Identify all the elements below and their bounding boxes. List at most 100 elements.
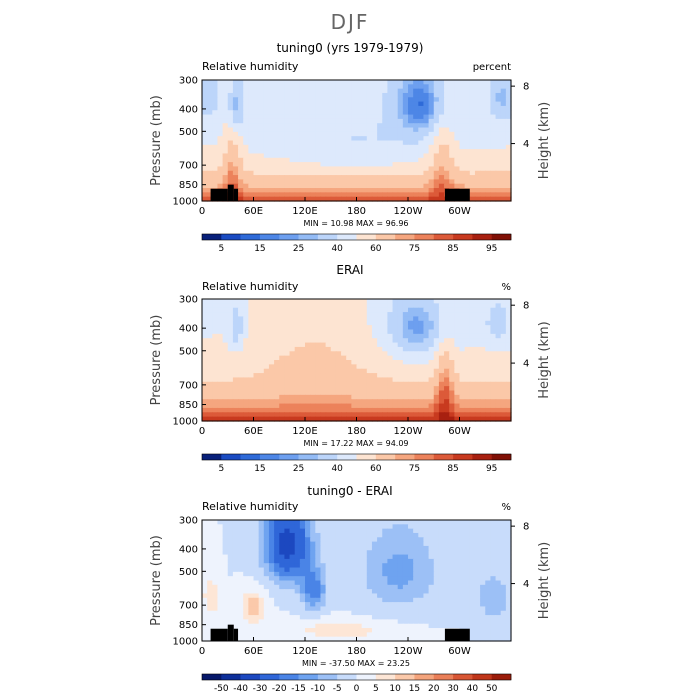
heatmap-cell (243, 166, 249, 172)
colorbar-swatch (472, 234, 492, 240)
heatmap-cell (351, 110, 358, 116)
heatmap-cell (371, 381, 378, 387)
heatmap-cell (474, 550, 481, 556)
heatmap-cell (341, 105, 347, 111)
heatmap-cell (423, 179, 430, 185)
heatmap-cell (217, 299, 224, 304)
heatmap-cell (341, 597, 347, 603)
heatmap-cell (227, 316, 234, 322)
heatmap-cell (330, 390, 337, 396)
heatmap-cell (325, 144, 332, 150)
heatmap-cell (284, 597, 291, 603)
heatmap-cell (469, 131, 476, 137)
heatmap-cell (341, 399, 347, 405)
heatmap-cell (495, 567, 502, 573)
heatmap-cell (289, 118, 296, 124)
heatmap-cell (310, 407, 316, 413)
heatmap-cell (268, 545, 275, 551)
heatmap-cell (258, 333, 265, 339)
heatmap-cell (377, 360, 383, 365)
heatmap-cell (397, 610, 404, 616)
y-right-tick-label: 4 (523, 139, 529, 150)
heatmap-cell (279, 589, 285, 595)
heatmap-cell (459, 153, 466, 159)
heatmap-cell (392, 537, 399, 543)
heatmap-cell (227, 606, 234, 612)
heatmap-cell (238, 571, 244, 577)
heatmap-cell (361, 563, 368, 569)
heatmap-cell (299, 329, 306, 335)
heatmap-cell (330, 299, 337, 304)
heatmap-cell (268, 351, 275, 357)
heatmap-cell (371, 105, 378, 111)
heatmap-cell (305, 558, 311, 564)
heatmap-cell (305, 188, 311, 193)
heatmap-cell (299, 175, 306, 180)
heatmap-cell (268, 157, 275, 163)
heatmap-cell (289, 373, 296, 379)
heatmap-cell (305, 528, 311, 534)
heatmap-cell (268, 597, 275, 603)
heatmap-cell (212, 580, 219, 586)
heatmap-cell (217, 589, 224, 595)
heatmap-cell (423, 597, 430, 603)
heatmap-cell (382, 554, 388, 560)
heatmap-cell (428, 597, 435, 603)
heatmap-cell (371, 558, 378, 564)
heatmap-cell (480, 554, 486, 560)
heatmap-cell (505, 520, 512, 525)
heatmap-cell (402, 346, 409, 352)
heatmap-cell (474, 136, 481, 142)
heatmap-cell (310, 403, 316, 409)
heatmap-cell (243, 606, 249, 612)
heatmap-cell (238, 602, 244, 608)
heatmap-cell (402, 597, 409, 603)
heatmap-cell (438, 407, 445, 413)
heatmap-cell (356, 140, 363, 146)
heatmap-cell (341, 131, 347, 137)
heatmap-cell (274, 571, 280, 577)
heatmap-cell (263, 140, 270, 146)
heatmap-cell (335, 299, 342, 304)
heatmap-cell (392, 136, 399, 142)
heatmap-cell (253, 312, 260, 318)
heatmap-cell (222, 88, 229, 94)
heatmap-cell (377, 118, 383, 124)
heatmap-cell (289, 149, 296, 155)
heatmap-cell (248, 136, 255, 142)
heatmap-cell (469, 149, 476, 155)
heatmap-cell (480, 329, 486, 335)
heatmap-cell (490, 118, 497, 124)
y-tick-label: 850 (179, 400, 198, 411)
heatmap-cell (217, 580, 224, 586)
heatmap-cell (377, 101, 383, 107)
heatmap-cell (366, 101, 373, 107)
heatmap-cell (207, 188, 213, 193)
heatmap-cell (495, 390, 502, 396)
heatmap-cell (408, 584, 414, 590)
heatmap-cell (423, 407, 430, 413)
heatmap-cell (248, 346, 255, 352)
heatmap-cell (449, 623, 455, 629)
heatmap-cell (222, 157, 229, 163)
heatmap-cell (284, 179, 291, 185)
heatmap-cell (459, 355, 466, 361)
heatmap-cell (212, 373, 219, 379)
heatmap-cell (438, 144, 445, 150)
heatmap-cell (310, 101, 316, 107)
heatmap-cell (490, 166, 497, 172)
heatmap-cell (253, 606, 260, 612)
heatmap-cell (289, 183, 296, 189)
heatmap-cell (485, 368, 491, 374)
heatmap-cell (289, 170, 296, 176)
heatmap-cell (207, 364, 213, 370)
heatmap-cell (485, 355, 491, 361)
heatmap-cell (232, 97, 239, 103)
heatmap-cell (449, 118, 455, 124)
heatmap-cell (371, 97, 378, 103)
heatmap-cell (315, 162, 322, 168)
heatmap-cell (238, 101, 244, 107)
heatmap-cell (418, 589, 425, 595)
heatmap-cell (289, 325, 296, 331)
heatmap-cell (284, 576, 291, 582)
